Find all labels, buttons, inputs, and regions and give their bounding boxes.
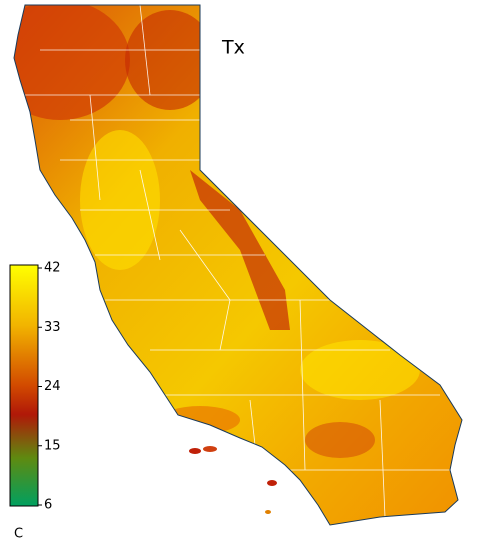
map-title: Tx bbox=[221, 37, 245, 59]
colorbar bbox=[9, 264, 39, 507]
colorbar-tick-label: 15 bbox=[44, 438, 61, 453]
colorbar-unit: C bbox=[14, 527, 23, 542]
colorbar-tick-label: 6 bbox=[44, 498, 52, 513]
colorbar-tick-label: 33 bbox=[44, 320, 61, 335]
islands bbox=[189, 446, 277, 514]
colorbar-tick-label: 24 bbox=[44, 379, 61, 394]
colorbar-tick-label: 42 bbox=[44, 261, 61, 276]
